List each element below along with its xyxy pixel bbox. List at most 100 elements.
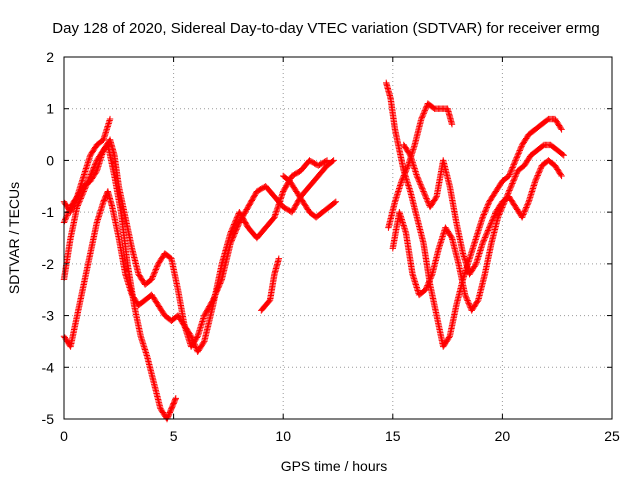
data-point: [512, 173, 519, 180]
data-point: [511, 174, 518, 182]
x-axis-label: GPS time / hours: [281, 458, 388, 474]
data-point: [507, 168, 514, 175]
data-point: [512, 155, 520, 163]
data-point: [423, 283, 431, 291]
data-point: [510, 161, 517, 168]
data-point: [67, 207, 75, 214]
data-point: [481, 235, 488, 243]
data-point: [509, 164, 516, 171]
data-point: [70, 200, 78, 207]
data-point: [427, 275, 434, 282]
data-point: [403, 165, 411, 172]
x-tick-label: 25: [604, 428, 620, 444]
data-point: [511, 158, 519, 166]
data-point: [483, 231, 490, 238]
data-point: [189, 335, 196, 343]
data-point: [558, 126, 565, 133]
data-point: [506, 169, 514, 177]
y-tick-label: 1: [46, 101, 54, 117]
data-point: [406, 150, 413, 158]
data-point: [506, 171, 513, 178]
data-point: [172, 396, 179, 403]
data-point: [150, 271, 157, 279]
data-point: [414, 175, 422, 182]
data-point: [517, 144, 525, 151]
data-point: [424, 282, 431, 289]
data-point: [187, 333, 195, 340]
data-point: [72, 197, 79, 205]
data-point: [235, 220, 242, 228]
data-point: [422, 104, 430, 111]
data-point: [231, 219, 238, 227]
data-point: [510, 177, 517, 184]
data-point: [227, 229, 234, 237]
data-point: [231, 230, 238, 237]
y-tick-label: -4: [42, 359, 55, 375]
data-point: [508, 181, 515, 189]
data-point: [534, 172, 541, 179]
data-point: [517, 145, 524, 153]
data-point: [423, 196, 431, 204]
data-point: [153, 264, 160, 272]
data-point: [403, 166, 410, 174]
data-point: [69, 204, 76, 212]
data-point: [329, 158, 336, 165]
data-point: [462, 293, 469, 300]
data-point: [485, 225, 492, 233]
data-point: [152, 266, 160, 273]
data-point: [505, 172, 513, 180]
data-point: [187, 331, 194, 339]
data-point: [233, 226, 240, 233]
data-point: [482, 207, 489, 214]
data-point: [532, 177, 539, 185]
data-point: [486, 223, 494, 230]
data-point: [481, 234, 489, 241]
data-point: [484, 227, 492, 234]
data-point: [490, 214, 497, 221]
data-point: [509, 162, 517, 170]
data-point: [415, 176, 422, 184]
data-point: [234, 223, 241, 230]
data-series-3: [60, 157, 331, 355]
data-point: [479, 239, 486, 247]
data-point: [557, 171, 564, 178]
data-point: [228, 226, 235, 234]
data-point: [189, 337, 197, 344]
data-point: [233, 224, 241, 232]
data-point: [479, 214, 486, 221]
data-point: [418, 184, 425, 191]
data-point: [423, 195, 430, 202]
data-point: [416, 179, 424, 187]
data-point: [106, 115, 114, 123]
data-point: [227, 228, 235, 235]
data-point: [484, 201, 492, 208]
data-point: [419, 113, 426, 120]
data-point: [418, 115, 425, 123]
data-point: [417, 182, 425, 190]
data-point: [332, 198, 340, 205]
data-point: [63, 212, 71, 219]
data-point: [420, 189, 428, 197]
data-point: [486, 224, 493, 231]
data-point: [522, 205, 529, 213]
data-point: [432, 194, 440, 202]
data-point: [518, 143, 525, 150]
data-point: [490, 213, 498, 220]
x-tick-label: 20: [495, 428, 511, 444]
data-point: [422, 193, 430, 201]
data-point: [232, 218, 239, 225]
data-point: [474, 298, 481, 305]
data-point: [533, 173, 541, 181]
data-point: [509, 180, 516, 187]
y-axis-label: SDTVAR / TECUs: [6, 182, 22, 294]
data-point: [485, 200, 492, 207]
data-point: [506, 187, 513, 194]
data-point: [234, 222, 242, 229]
data-point: [559, 151, 566, 158]
data-point: [480, 211, 488, 218]
data-point: [61, 217, 68, 225]
data-point: [514, 152, 521, 160]
data-point: [419, 111, 427, 119]
data-point: [483, 204, 491, 211]
data-point: [188, 334, 195, 341]
